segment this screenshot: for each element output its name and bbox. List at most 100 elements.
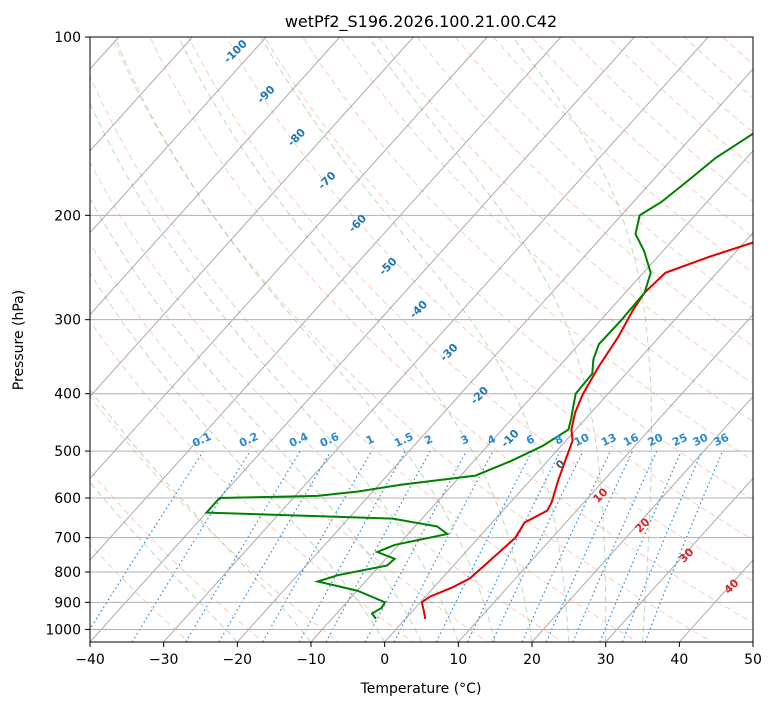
y-tick-label: 900 <box>54 595 81 611</box>
x-axis-label: Temperature (°C) <box>360 681 482 697</box>
isotherm-line <box>163 37 709 642</box>
isotherm-label: -80 <box>285 126 308 149</box>
mixing-ratio-label: 1.5 <box>392 430 415 450</box>
isotherm-label: -70 <box>315 169 338 192</box>
mixing-ratio-line <box>262 450 373 642</box>
dry-adiabat-line <box>531 37 753 238</box>
mixing-ratio-label: 16 <box>621 431 641 449</box>
isotherm-label: -20 <box>468 384 491 407</box>
isotherm-line <box>457 313 753 642</box>
moist-adiabat-line <box>512 37 653 642</box>
dry-adiabat-line <box>90 320 414 642</box>
isotherm-line <box>531 395 753 642</box>
y-tick-label: 1000 <box>45 622 81 638</box>
mixing-ratio-line <box>466 450 561 642</box>
isotherm-line <box>752 641 753 642</box>
y-tick-label: 100 <box>54 30 81 46</box>
dry-adiabat-line <box>645 37 753 133</box>
isotherm-label: -100 <box>221 37 250 66</box>
dry-adiabat-line <box>90 395 340 642</box>
x-tick-label: 30 <box>597 652 615 668</box>
dry-adiabat-line <box>761 37 775 644</box>
mixing-ratio-label: 0.4 <box>287 430 310 450</box>
x-tick-label: 0 <box>380 652 389 668</box>
moist-adiabat-line <box>114 37 496 642</box>
isotherm-line <box>605 477 753 642</box>
mixing-ratio-line <box>644 450 724 642</box>
mixing-ratio-line <box>325 450 431 642</box>
y-tick-label: 800 <box>54 565 81 581</box>
mixing-ratio-line <box>572 450 658 642</box>
x-tick-label: −20 <box>223 652 253 668</box>
isotherm-line <box>90 37 267 234</box>
y-axis: 100 200 300 400 500 600 700 800 900 1000 <box>45 30 90 638</box>
x-tick-label: 50 <box>744 652 762 668</box>
moist-adiabat-line <box>90 272 386 642</box>
dry-adiabat-line <box>90 469 265 642</box>
isotherm-line <box>678 559 753 642</box>
moist-adiabat-line <box>90 388 312 642</box>
dry-adiabat-line <box>90 75 638 642</box>
isotherm-line <box>90 37 635 642</box>
dry-adiabat-line <box>264 37 753 501</box>
isotherm-line <box>90 37 193 152</box>
x-tick-label: 20 <box>523 652 541 668</box>
mixing-ratio-line <box>364 450 467 642</box>
mixing-ratio-label: 13 <box>599 431 618 449</box>
mixing-ratio-label: 0.2 <box>237 430 260 450</box>
x-tick-label: −40 <box>75 652 105 668</box>
isotherm-line <box>90 37 562 561</box>
grid-lines <box>90 36 753 630</box>
x-tick-label: −10 <box>296 652 326 668</box>
x-tick-label: 40 <box>670 652 688 668</box>
x-tick-label: −30 <box>149 652 179 668</box>
isotherm-label: -90 <box>254 83 277 106</box>
dry-adiabat-line <box>340 37 753 423</box>
moist-adiabat-line <box>90 102 459 642</box>
dry-adiabat-line <box>569 37 753 203</box>
isotherm-line <box>90 37 488 480</box>
y-tick-label: 500 <box>54 444 81 460</box>
background-lines <box>90 37 775 644</box>
isotherm-label: -40 <box>407 298 430 321</box>
dry-adiabat-line <box>90 242 489 642</box>
mixing-ratio-label: 0.6 <box>318 430 341 450</box>
temperature-line <box>420 241 753 620</box>
y-tick-label: 300 <box>54 313 81 329</box>
data-lines <box>204 132 753 620</box>
moist-adiabat-line <box>368 37 607 642</box>
dry-adiabat-line <box>302 37 753 461</box>
isotherm-line <box>90 37 414 398</box>
y-tick-label: 200 <box>54 208 81 224</box>
x-tick-label: 10 <box>449 652 467 668</box>
mixing-ratio-label: 3 <box>459 432 471 447</box>
mixing-ratio-label: 4 <box>485 432 498 447</box>
mixing-ratio-line <box>131 450 251 642</box>
mixing-ratio-line <box>621 450 703 642</box>
y-tick-label: 400 <box>54 387 81 403</box>
mixing-ratio-label: 8 <box>553 432 565 447</box>
mixing-ratio-line <box>90 450 204 631</box>
x-axis: −40 −30 −20 −10 0 10 20 30 40 50 <box>75 642 762 668</box>
isotherm-line <box>384 231 753 642</box>
mixing-ratio-label: 0.1 <box>190 430 213 450</box>
moist-adiabat-line <box>90 481 238 642</box>
dewpoint-line <box>204 132 753 620</box>
plot-frame <box>89 36 754 643</box>
mixing-ratio-label: 2 <box>422 432 434 447</box>
y-axis-label: Pressure (hPa) <box>11 290 27 390</box>
dry-adiabat-line <box>378 37 753 385</box>
isotherm-line <box>236 68 753 642</box>
mixing-ratio-label: 10 <box>572 431 592 449</box>
mixing-ratio-line <box>491 450 584 642</box>
isotherm-line <box>90 37 341 316</box>
isotherm-label: 30 <box>677 545 697 565</box>
moist-adiabat-line <box>178 37 533 642</box>
isotherm-label: -50 <box>376 255 399 278</box>
moist-adiabat-line <box>90 197 422 642</box>
dry-adiabat-line <box>111 37 713 642</box>
mixing-ratio-label: 25 <box>670 431 689 449</box>
mixing-ratio-line <box>185 450 301 642</box>
isotherm-label: 40 <box>722 576 742 596</box>
